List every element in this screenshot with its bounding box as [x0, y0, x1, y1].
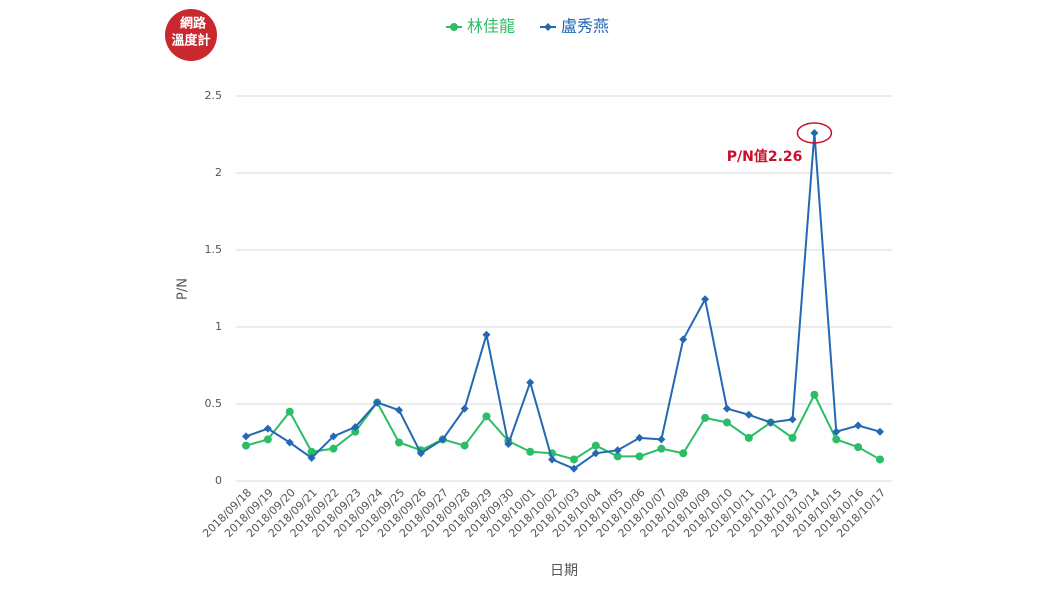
- point: [635, 452, 644, 461]
- y-tick-label: 2.5: [205, 89, 223, 102]
- point: [285, 438, 294, 447]
- series-line: [245, 392, 881, 461]
- point: [569, 455, 578, 464]
- point: [329, 432, 338, 441]
- point: [657, 444, 666, 453]
- point: [591, 449, 600, 458]
- point: [744, 433, 753, 442]
- logo-badge: [165, 9, 217, 61]
- annotation: P/N值2.26: [727, 148, 803, 165]
- legend-label: 盧秀燕: [561, 17, 609, 36]
- y-axis-label: P/N: [176, 278, 191, 300]
- point: [263, 424, 272, 433]
- point: [854, 443, 863, 452]
- point: [416, 449, 425, 458]
- point: [657, 435, 666, 444]
- y-tick-label: 1.5: [205, 243, 223, 256]
- point: [635, 433, 644, 442]
- y-tick-label: 0: [215, 474, 222, 487]
- point: [613, 452, 622, 461]
- point: [285, 407, 294, 416]
- point: [788, 415, 797, 424]
- point: [329, 444, 338, 453]
- point: [438, 435, 447, 444]
- legend-marker: [450, 23, 458, 31]
- point: [679, 335, 688, 344]
- logo: 網路 溫度計: [165, 9, 217, 61]
- point: [351, 423, 360, 432]
- point: [810, 390, 819, 399]
- y-tick-label: 0.5: [205, 397, 223, 410]
- point: [766, 418, 775, 427]
- point: [832, 427, 841, 436]
- x-axis-label: 日期: [550, 563, 578, 579]
- logo-text: 溫度計: [171, 33, 210, 49]
- point: [395, 438, 404, 447]
- point: [482, 330, 491, 339]
- point: [373, 398, 382, 407]
- logo-text: 網路: [180, 16, 207, 32]
- point: [307, 447, 316, 456]
- point: [263, 435, 272, 444]
- point: [788, 433, 797, 442]
- point: [854, 421, 863, 430]
- point: [395, 406, 404, 415]
- point: [876, 427, 884, 436]
- point: [591, 441, 600, 450]
- point: [504, 440, 513, 449]
- point: [526, 447, 535, 456]
- point: [460, 441, 469, 450]
- point: [351, 427, 360, 436]
- point: [701, 295, 710, 304]
- point: [569, 464, 578, 473]
- point: [482, 412, 491, 421]
- point: [701, 413, 710, 422]
- point: [548, 455, 557, 464]
- point: [722, 418, 731, 427]
- point: [679, 449, 688, 458]
- legend-label: 林佳龍: [467, 17, 515, 36]
- point: [242, 432, 250, 441]
- point: [722, 404, 731, 413]
- point: [460, 404, 469, 413]
- point: [307, 453, 316, 462]
- series-line: [245, 132, 881, 470]
- point: [526, 378, 535, 387]
- y-tick-label: 1: [215, 320, 222, 333]
- y-tick-label: 2: [215, 166, 222, 179]
- point: [876, 455, 884, 464]
- point: [832, 435, 841, 444]
- point: [242, 441, 250, 450]
- annotation-circle: [796, 122, 833, 144]
- point: [744, 410, 753, 419]
- point: [810, 128, 819, 137]
- point: [613, 446, 622, 455]
- legend-marker: [544, 23, 552, 31]
